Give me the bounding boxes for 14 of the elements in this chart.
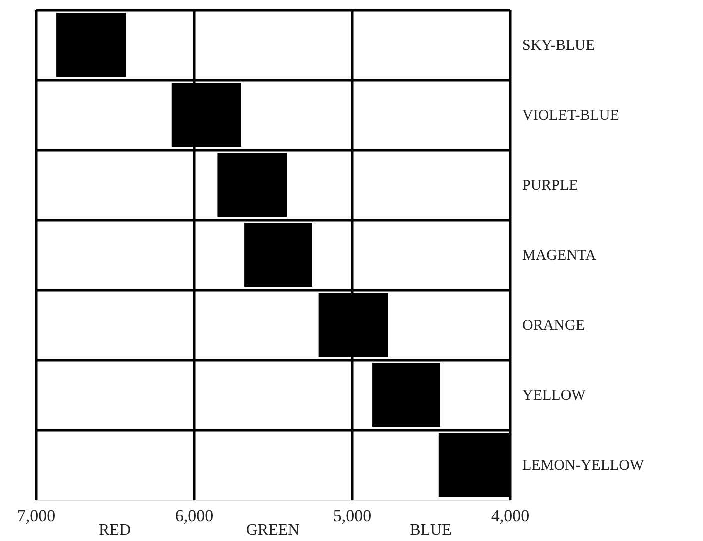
y-tick-label: SKY-BLUE <box>522 38 596 54</box>
y-tick-label: MAGENTA <box>522 248 596 264</box>
text: RED <box>99 522 131 539</box>
y-tick-label: VIOLET-BLUE <box>522 108 620 124</box>
x-tick-label: 5,000 <box>333 506 372 526</box>
x-tick-label: 4,000 <box>491 506 530 526</box>
x-tick-label: 7,000 <box>17 506 56 526</box>
text: BLUE <box>410 522 452 539</box>
y-tick-label: ORANGE <box>522 318 585 334</box>
x-tick-label: 6,000 <box>175 506 214 526</box>
text: GREEN <box>246 522 300 539</box>
y-tick-label: PURPLE <box>522 178 578 194</box>
y-tick-label: LEMON-YELLOW <box>522 458 645 474</box>
y-tick-label: YELLOW <box>522 388 587 404</box>
